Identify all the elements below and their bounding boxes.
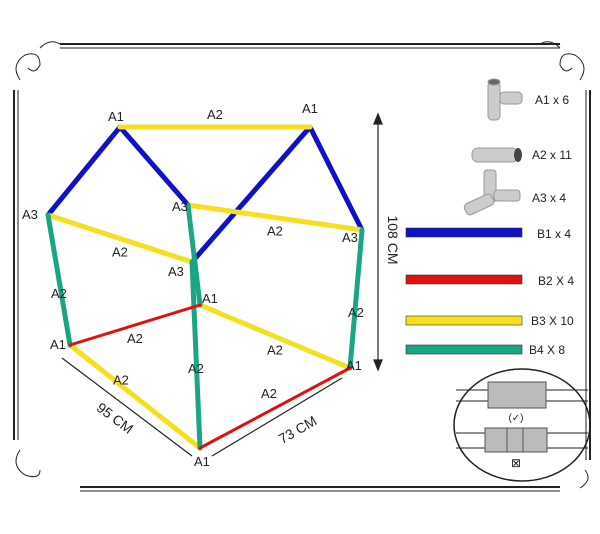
node-label: A3	[168, 264, 184, 279]
legend-swatch	[405, 344, 523, 355]
node-label: A3	[172, 199, 188, 214]
node-label: A1	[346, 358, 362, 373]
pole-b2	[68, 303, 202, 347]
pole-b3	[197, 302, 353, 371]
node-label: A1	[302, 101, 318, 116]
node-label: A1	[194, 454, 210, 469]
pole-b1	[307, 124, 365, 233]
pole-b3	[67, 342, 203, 451]
pole-b2	[198, 366, 352, 450]
node-label: A1	[50, 337, 66, 352]
node-labels: A2 A2 A2 A2 A2 A2 A2 A2 A2 A2 A1 A1 A3 A3 A3 A3 A1 A1 A1 A1	[22, 101, 364, 469]
node-label: A3	[22, 207, 38, 222]
connector-inset	[453, 368, 591, 482]
connector-label-a2: A2	[188, 361, 204, 376]
legend-b3: B3 X 10	[531, 314, 574, 328]
width-dimension: 73 CM	[276, 412, 320, 446]
depth-dimension: 95 CM	[94, 399, 137, 437]
frame-poles	[45, 124, 365, 451]
height-dimension: 108 CM	[385, 215, 401, 264]
legend-b2: B2 X 4	[538, 274, 574, 288]
legend-a2: A2 x 11	[532, 148, 572, 162]
connector-label-a2: A2	[267, 343, 283, 358]
connector-label-a2: A2	[112, 245, 128, 260]
connector-label-a2: A2	[51, 286, 67, 301]
pole-b1	[45, 124, 123, 218]
straight-connector-icon	[471, 147, 522, 163]
connector-label-a2: A2	[261, 386, 277, 401]
elbow-connector-icon	[487, 78, 523, 121]
decorative-border	[13, 41, 591, 492]
connector-label-a2: A2	[267, 224, 283, 239]
connector-label-a2: A2	[127, 331, 143, 346]
wrong-mark: ⊠	[511, 456, 521, 470]
pole-b4	[185, 202, 203, 308]
legend-b1: B1 x 4	[537, 227, 571, 241]
connector-label-a2: A2	[348, 305, 364, 320]
pole-b4	[347, 227, 365, 371]
legend-a1: A1 x 6	[535, 93, 569, 107]
pole-b3	[45, 212, 195, 265]
pole-b1	[117, 124, 191, 208]
legend-a3: A3 x 4	[532, 191, 566, 205]
node-label: A1	[108, 109, 124, 124]
connector-label-a2: A2	[113, 373, 129, 388]
node-label: A1	[202, 291, 218, 306]
pole-b3	[185, 202, 365, 233]
legend-swatch	[405, 227, 523, 238]
parts-legend: A1 x 6 A2 x 11 A3 x 4 B1 x 4 B2 X 4 B3 X…	[405, 78, 574, 357]
legend-swatch	[405, 274, 523, 285]
node-label: A3	[342, 230, 358, 245]
correct-mark: (✓)	[508, 413, 523, 424]
dimension-arrows	[61, 112, 383, 457]
pole-b4	[45, 212, 73, 348]
legend-b4: B4 X 8	[529, 343, 565, 357]
connector-label-a2: A2	[207, 107, 223, 122]
legend-swatch	[405, 315, 523, 326]
pole-b4	[189, 259, 203, 451]
three-way-connector-icon	[463, 169, 521, 216]
pole-b1	[189, 124, 313, 265]
